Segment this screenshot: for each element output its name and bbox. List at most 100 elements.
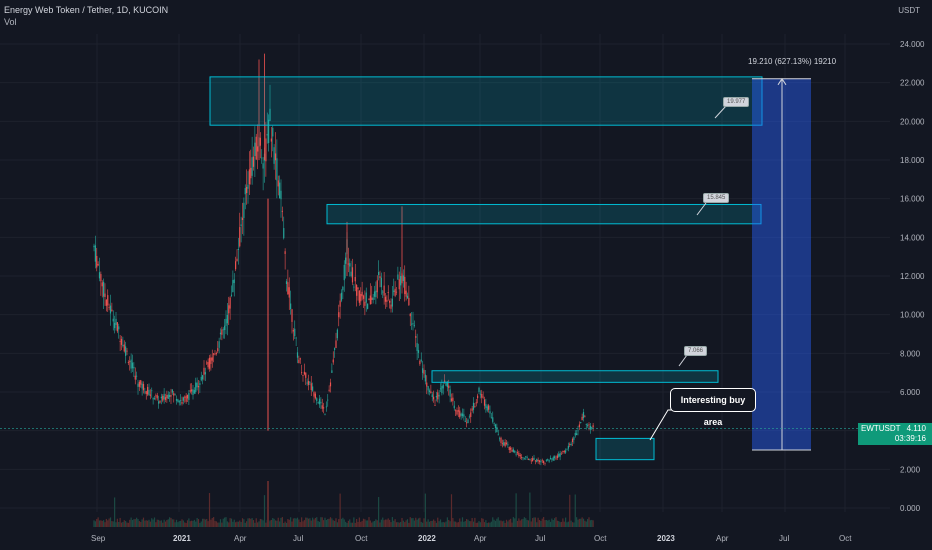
volume-bar bbox=[545, 519, 547, 527]
candle-body bbox=[236, 258, 238, 262]
candle-body bbox=[450, 398, 453, 401]
resistance-zone-1 bbox=[209, 76, 763, 126]
candle-body bbox=[587, 425, 589, 427]
candle-body bbox=[261, 157, 263, 159]
candle-body bbox=[467, 419, 469, 424]
volume-bar bbox=[251, 518, 253, 527]
zone-note-1[interactable]: 19.977 bbox=[723, 97, 750, 107]
volume-bar bbox=[342, 517, 344, 527]
candle-body bbox=[444, 380, 446, 382]
volume-bar bbox=[527, 520, 530, 527]
zone-note-2[interactable]: 15.845 bbox=[703, 193, 730, 203]
volume-bar bbox=[588, 517, 590, 527]
candle-body bbox=[369, 295, 371, 305]
volume-bar bbox=[265, 522, 267, 527]
candle-body bbox=[367, 303, 369, 309]
volume-bar bbox=[372, 521, 374, 527]
volume-bar bbox=[112, 521, 114, 527]
candle-body bbox=[512, 449, 514, 452]
volume-bar bbox=[208, 493, 211, 527]
volume-bar bbox=[248, 518, 250, 527]
buy-area-callout[interactable]: Interesting buy area bbox=[670, 388, 756, 427]
volume-bar bbox=[169, 517, 171, 527]
candle-body bbox=[145, 391, 147, 395]
volume-bar bbox=[329, 517, 332, 527]
candle-body bbox=[192, 389, 194, 396]
volume-bar bbox=[109, 517, 112, 527]
volume-bar bbox=[548, 519, 550, 527]
volume-bar bbox=[400, 521, 402, 527]
volume-bar bbox=[412, 518, 414, 527]
volume-bar bbox=[373, 521, 376, 527]
volume-bar bbox=[181, 519, 183, 527]
x-tick-label: Oct bbox=[355, 534, 368, 543]
candle-body bbox=[375, 290, 377, 298]
volume-bar bbox=[235, 522, 237, 527]
volume-bar bbox=[559, 522, 561, 527]
volume-bar bbox=[489, 522, 491, 527]
volume-bar bbox=[215, 521, 217, 527]
volume-bar bbox=[221, 522, 223, 527]
volume-bar bbox=[512, 517, 514, 527]
volume-bar bbox=[514, 518, 516, 527]
volume-bar bbox=[592, 520, 594, 527]
candle-body bbox=[208, 357, 211, 369]
candle-body bbox=[536, 459, 538, 463]
candle-body bbox=[438, 394, 440, 397]
candle-body bbox=[532, 458, 534, 462]
candle-body bbox=[254, 142, 256, 157]
symbol-title[interactable]: Energy Web Token / Tether, 1D, KUCOIN bbox=[4, 5, 169, 15]
volume-bar bbox=[325, 520, 327, 527]
volume-bar bbox=[177, 522, 179, 527]
volume-bar bbox=[236, 521, 238, 527]
volume-bar bbox=[384, 519, 387, 527]
volume-bar bbox=[538, 519, 541, 527]
candle-body bbox=[178, 400, 180, 403]
candle-body bbox=[585, 423, 587, 425]
volume-bar bbox=[497, 517, 499, 527]
x-tick-label: 2022 bbox=[418, 534, 436, 543]
candle-body bbox=[504, 442, 506, 447]
volume-bar bbox=[292, 518, 294, 527]
volume-bar bbox=[470, 521, 472, 527]
candle-body bbox=[185, 395, 187, 402]
candle-body bbox=[115, 318, 117, 325]
volume-bar bbox=[446, 517, 448, 527]
candle-body bbox=[170, 395, 172, 397]
candle-body bbox=[309, 382, 311, 383]
volume-bar bbox=[160, 520, 162, 527]
candle-body bbox=[98, 272, 101, 279]
volume-bar bbox=[222, 518, 224, 527]
y-tick-label: 2.000 bbox=[900, 465, 921, 474]
candle-body bbox=[313, 392, 315, 397]
volume-bar bbox=[554, 518, 556, 527]
candle-body bbox=[588, 424, 590, 426]
candle-body bbox=[428, 390, 431, 393]
candle-body bbox=[324, 414, 326, 416]
candle-body bbox=[250, 167, 252, 179]
volume-bar bbox=[298, 519, 300, 527]
candle-body bbox=[496, 427, 498, 433]
candle-body bbox=[514, 450, 516, 453]
candle-body bbox=[317, 402, 319, 404]
candle-body bbox=[460, 413, 462, 416]
candle-body bbox=[489, 411, 491, 414]
volume-bar bbox=[532, 518, 534, 527]
volume-bar bbox=[340, 518, 343, 527]
volume-bar bbox=[331, 518, 333, 527]
candle-body bbox=[224, 325, 226, 331]
volume-bar bbox=[358, 517, 360, 527]
candle-body bbox=[455, 410, 457, 412]
zone-note-3[interactable]: 7.066 bbox=[684, 346, 708, 356]
volume-bar bbox=[105, 518, 107, 527]
volume-bar bbox=[224, 517, 226, 527]
y-tick-label: 14.000 bbox=[900, 233, 925, 242]
candle-body bbox=[371, 297, 373, 301]
volume-bar bbox=[573, 522, 575, 527]
candle-body bbox=[549, 457, 552, 460]
candle-body bbox=[285, 281, 288, 284]
candle-body bbox=[280, 190, 282, 200]
candle-body bbox=[522, 457, 524, 459]
volume-bar bbox=[504, 522, 506, 527]
volume-bar bbox=[578, 518, 580, 527]
